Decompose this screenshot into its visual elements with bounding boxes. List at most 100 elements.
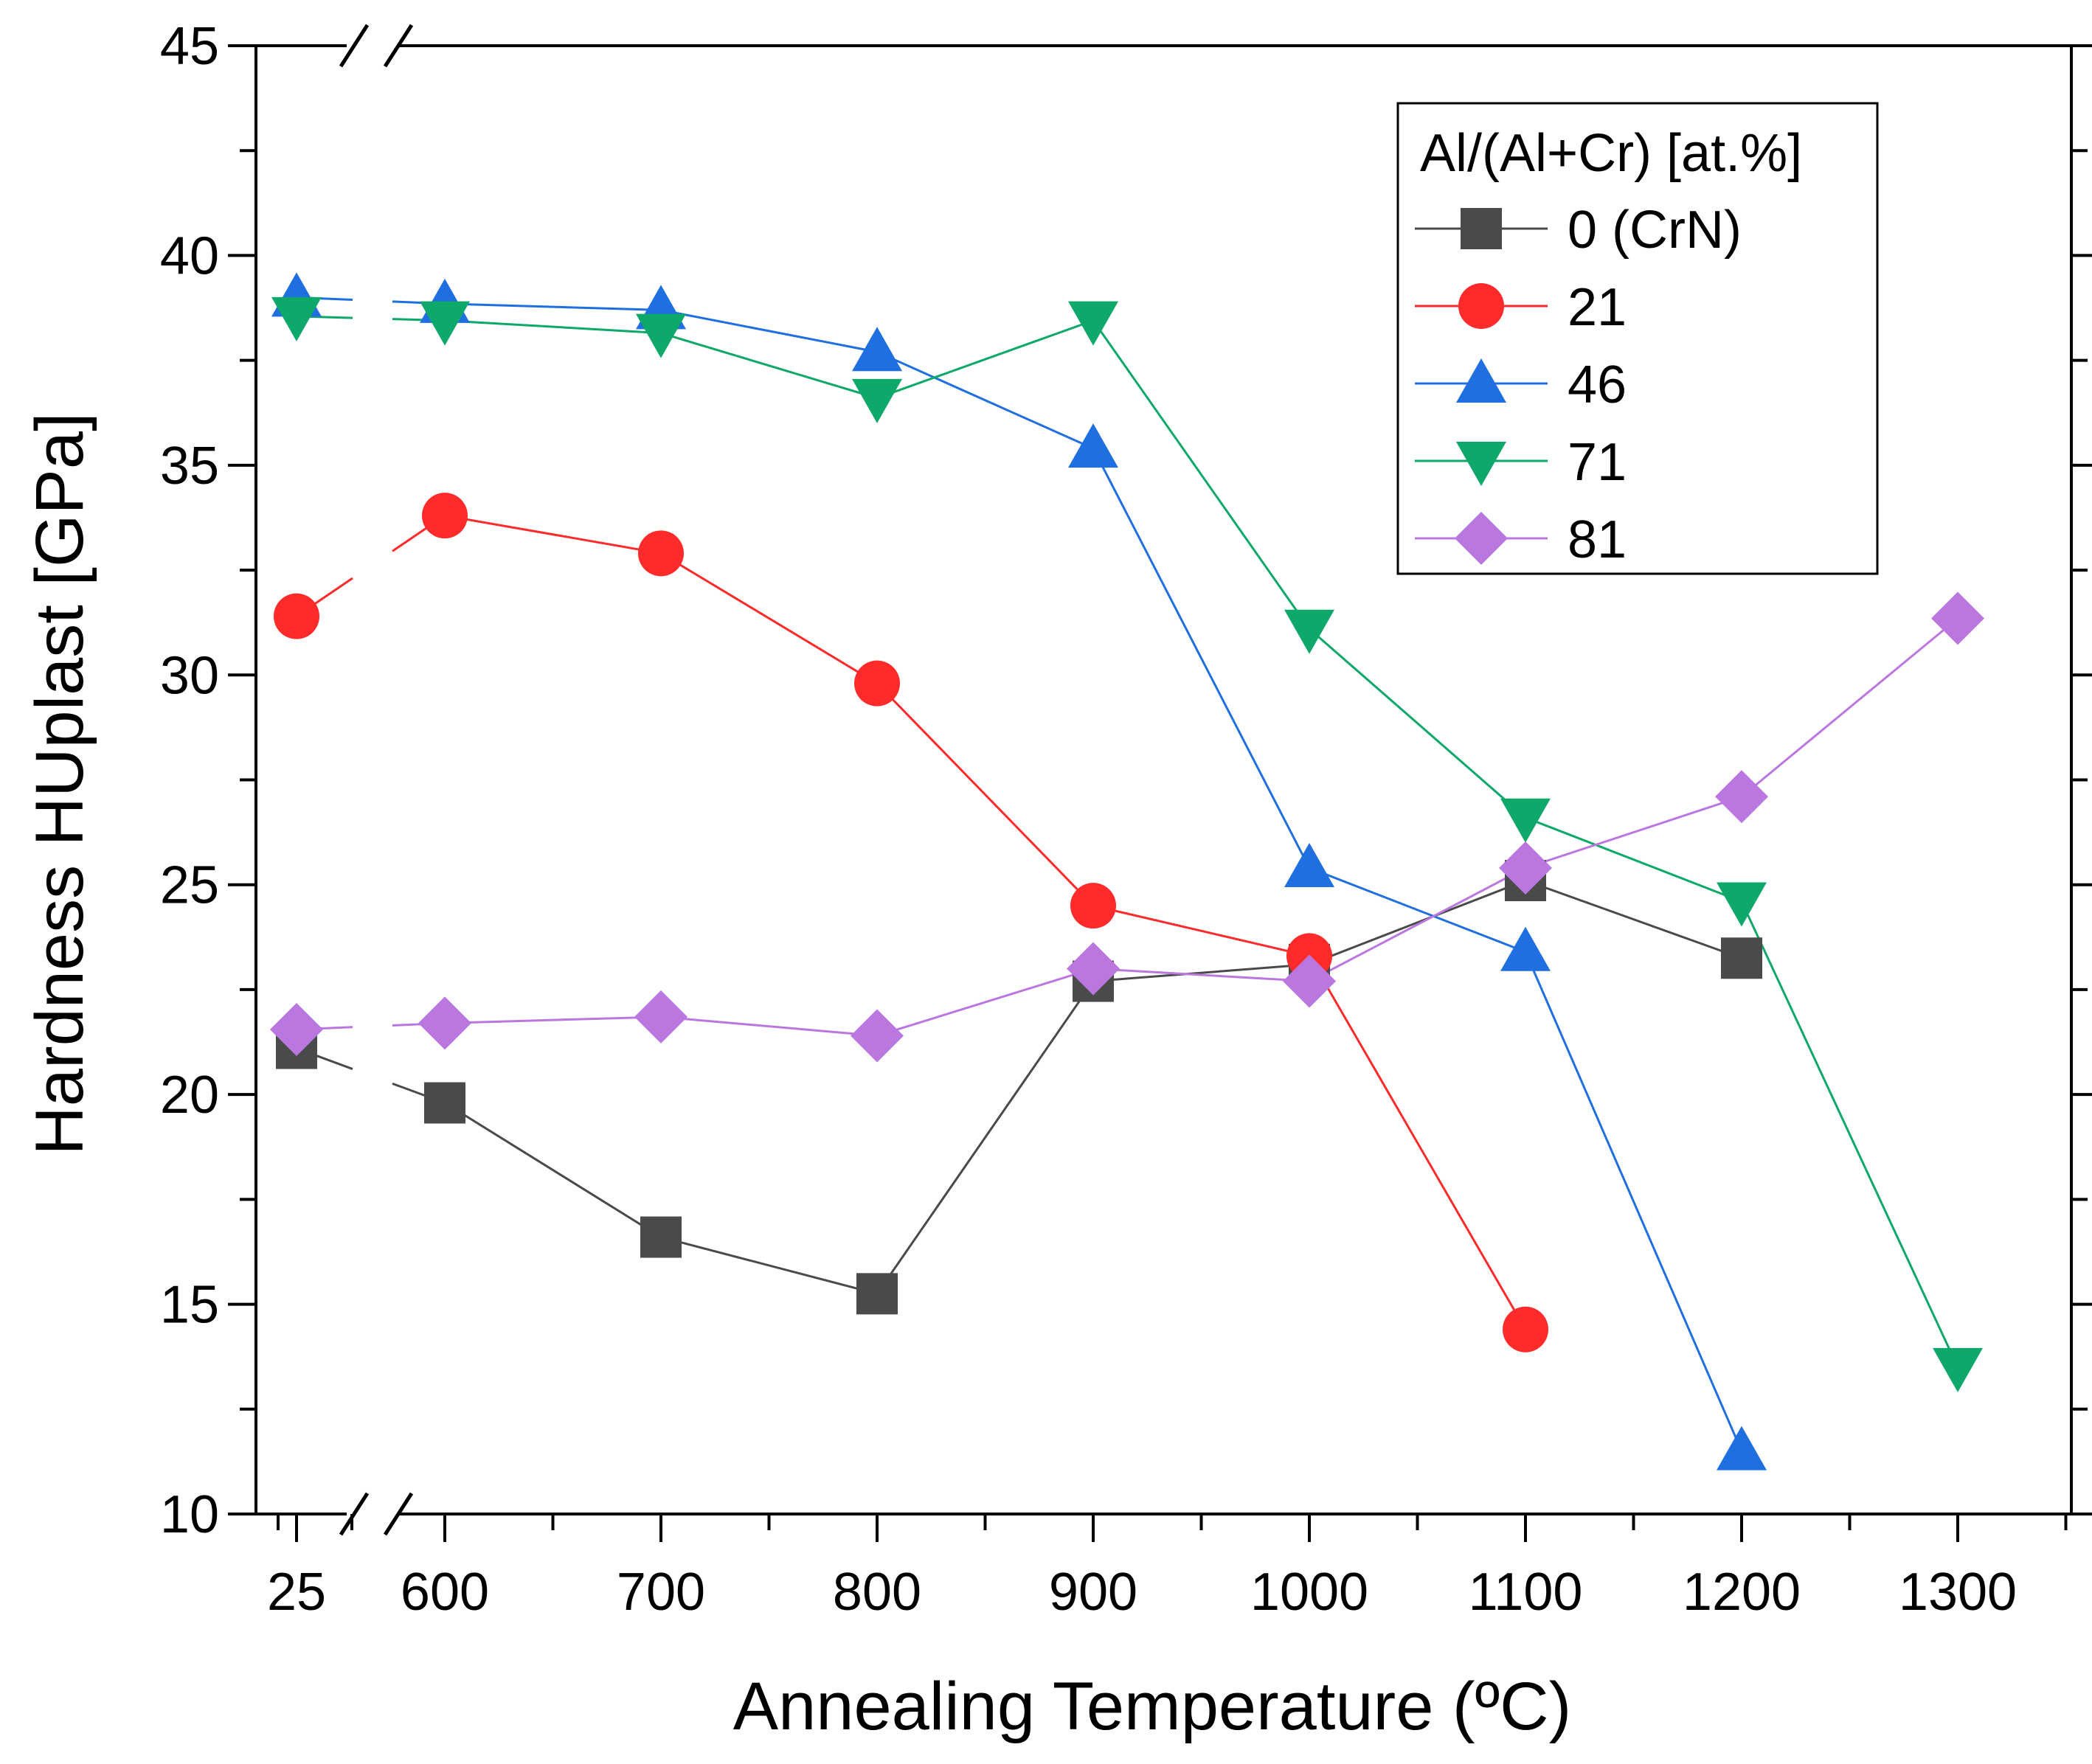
series-71-point bbox=[636, 313, 686, 358]
y-tick-label: 35 bbox=[160, 437, 219, 496]
legend-box bbox=[1396, 102, 1879, 575]
x-tick-label: 1000 bbox=[1250, 1563, 1368, 1622]
series-81-point bbox=[851, 1009, 904, 1063]
series-46-segment bbox=[1309, 867, 1526, 954]
legend-entry-81-label: 81 bbox=[1568, 510, 1627, 569]
series-81-point bbox=[1283, 954, 1336, 1008]
series-71-point bbox=[1933, 1347, 1983, 1392]
legend-entry-0-crn-marker bbox=[1461, 208, 1502, 249]
x-tick-label: 1200 bbox=[1683, 1563, 1801, 1622]
x-tick-label: 25 bbox=[267, 1563, 326, 1622]
series-21-point bbox=[274, 593, 319, 639]
series-71-segment bbox=[1525, 816, 1742, 903]
tick-labels: 10 15 20 25 30 35 40 45 25 600 700 800 900 1000 1100 12… bbox=[160, 17, 2017, 1622]
series-81-point bbox=[270, 1002, 323, 1056]
x-tick-label: 700 bbox=[617, 1563, 705, 1622]
legend-title: Al/(Al+Cr) [at.%] bbox=[1420, 124, 1802, 183]
x-tick-label: 600 bbox=[401, 1563, 489, 1622]
series-0-crn-segment bbox=[1525, 879, 1742, 959]
series-0-crn-segment bbox=[444, 1102, 662, 1238]
series-21-segment bbox=[1092, 904, 1310, 957]
series-21-point bbox=[422, 493, 468, 539]
series-21-point bbox=[854, 660, 900, 706]
y-tick-label: 40 bbox=[160, 226, 219, 285]
series-markers bbox=[270, 272, 1984, 1470]
series-46-segment bbox=[876, 350, 1094, 450]
bottom-axis-break-mark bbox=[339, 1492, 370, 1536]
x-tick-label: 1100 bbox=[1469, 1563, 1583, 1622]
series-21-segment bbox=[876, 682, 1095, 907]
legend-entry-71-label: 71 bbox=[1568, 433, 1627, 492]
series-21-point bbox=[638, 530, 684, 577]
series-81-segment bbox=[876, 968, 1094, 1037]
series-46-point bbox=[1068, 423, 1118, 468]
legend-entry-46-label: 46 bbox=[1568, 355, 1627, 414]
x-tick-label: 900 bbox=[1049, 1563, 1137, 1622]
series-0-crn-point bbox=[1721, 937, 1762, 979]
series-71-point bbox=[1284, 609, 1334, 654]
series-71-point bbox=[852, 378, 902, 423]
series-46-segment bbox=[1524, 951, 1743, 1452]
series-81-segment bbox=[1092, 967, 1310, 983]
series-81-segment bbox=[1525, 795, 1742, 869]
series-81-point bbox=[1067, 942, 1120, 996]
top-axis-break-mark bbox=[383, 24, 414, 68]
series-lines bbox=[296, 296, 1959, 1452]
series-71-point bbox=[1500, 798, 1551, 843]
y-tick-label: 45 bbox=[160, 17, 219, 76]
series-46-segment bbox=[1092, 448, 1311, 869]
series-0-crn-segment bbox=[660, 1236, 878, 1295]
series-21-segment bbox=[660, 552, 878, 684]
series-71-segment bbox=[444, 319, 662, 335]
legend-entry-71-marker bbox=[1456, 442, 1506, 486]
series-21-segment bbox=[444, 514, 662, 555]
series-0-crn-segment bbox=[1309, 879, 1526, 966]
series-71-point bbox=[1717, 882, 1767, 927]
series-81-segment bbox=[444, 1015, 662, 1024]
series-71-segment bbox=[1092, 319, 1311, 630]
y-tick-label: 20 bbox=[160, 1066, 219, 1125]
series-81-point bbox=[1499, 841, 1552, 895]
legend-entry-81-marker bbox=[1455, 512, 1508, 565]
series-21-point bbox=[1070, 883, 1116, 929]
series-81-point bbox=[1715, 770, 1768, 824]
legend-entry-46-marker bbox=[1456, 358, 1506, 403]
legend-entry-21-marker bbox=[1458, 283, 1504, 329]
series-46-point bbox=[852, 327, 902, 372]
series-71-segment bbox=[1309, 628, 1526, 819]
series-46-point bbox=[1717, 1426, 1767, 1470]
legend-entry-21-label: 21 bbox=[1568, 278, 1627, 337]
series-0-crn-point bbox=[640, 1216, 682, 1258]
series-0-crn-point bbox=[856, 1273, 898, 1315]
series-81-point bbox=[418, 996, 471, 1050]
series-81-point bbox=[1931, 591, 1984, 645]
series-21-point bbox=[1503, 1306, 1548, 1352]
series-0-crn-point bbox=[424, 1082, 465, 1124]
top-axis-break-mark bbox=[339, 24, 370, 68]
series-46-point bbox=[1284, 842, 1334, 887]
series-81-segment bbox=[1309, 867, 1526, 982]
series-46-segment bbox=[660, 308, 878, 353]
x-tick-label: 800 bbox=[833, 1563, 921, 1622]
series-71-point bbox=[1068, 301, 1118, 346]
x-axis-title: Annealing Temperature (ºC) bbox=[733, 1669, 1571, 1744]
legend-entries: 0 (CrN) 21 46 71 81 bbox=[1415, 201, 1742, 569]
series-21-segment bbox=[1308, 955, 1527, 1330]
plot-frame bbox=[254, 24, 2073, 1536]
legend: Al/(Al+Cr) [at.%] 0 (CrN) 21 46 71 81 bbox=[1396, 102, 1879, 575]
y-tick-label: 10 bbox=[160, 1485, 219, 1544]
x-tick-label: 1300 bbox=[1899, 1563, 2017, 1622]
series-71-point bbox=[420, 301, 470, 346]
series-0-crn-segment bbox=[1092, 963, 1310, 983]
series-71-segment bbox=[876, 319, 1094, 400]
series-71-point bbox=[271, 296, 322, 341]
series-81-segment bbox=[1741, 617, 1958, 798]
bottom-axis-break-mark bbox=[383, 1492, 414, 1536]
series-71-segment bbox=[660, 332, 878, 400]
y-axis-title: Hardness HUplast [GPa] bbox=[22, 412, 97, 1155]
series-0-crn-segment bbox=[876, 980, 1095, 1295]
series-81-point bbox=[634, 990, 687, 1044]
legend-entry-0-crn-label: 0 (CrN) bbox=[1568, 201, 1742, 260]
y-tick-label: 15 bbox=[160, 1276, 219, 1335]
